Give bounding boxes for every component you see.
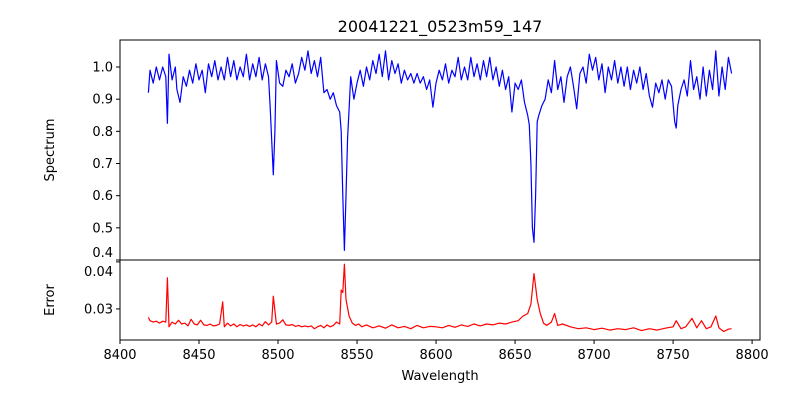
top-ytick-label: 0.9 <box>92 93 113 108</box>
xtick-label: 8550 <box>340 348 373 363</box>
bottom-ytick-label: 0.04 <box>84 265 113 280</box>
x-axis-label: Wavelength <box>401 369 478 384</box>
top-ylabel: Spectrum <box>43 119 58 182</box>
top-ytick-label: 0.4 <box>92 246 113 261</box>
chart-title: 20041221_0523m59_147 <box>338 17 543 37</box>
top-ytick-label: 0.6 <box>92 189 113 204</box>
xtick-label: 8600 <box>420 348 453 363</box>
xtick-label: 8400 <box>103 348 136 363</box>
bottom-ylabel: Error <box>43 284 58 316</box>
xtick-label: 8700 <box>578 348 611 363</box>
xtick-label: 8450 <box>182 348 215 363</box>
top-ytick-label: 0.5 <box>92 221 113 236</box>
top-ytick-label: 0.7 <box>92 157 113 172</box>
bottom-axes-frame <box>119 259 761 341</box>
bottom-ytick-label: 0.03 <box>84 302 113 317</box>
error-line <box>147 263 732 333</box>
top-ytick-label: 1.0 <box>92 61 113 76</box>
xtick-label: 8650 <box>499 348 532 363</box>
xtick-label: 8750 <box>657 348 690 363</box>
top-ytick-label: 0.8 <box>92 125 113 140</box>
spectrum-line <box>147 50 733 251</box>
xtick-label: 8500 <box>261 348 294 363</box>
xtick-label: 8800 <box>736 348 769 363</box>
